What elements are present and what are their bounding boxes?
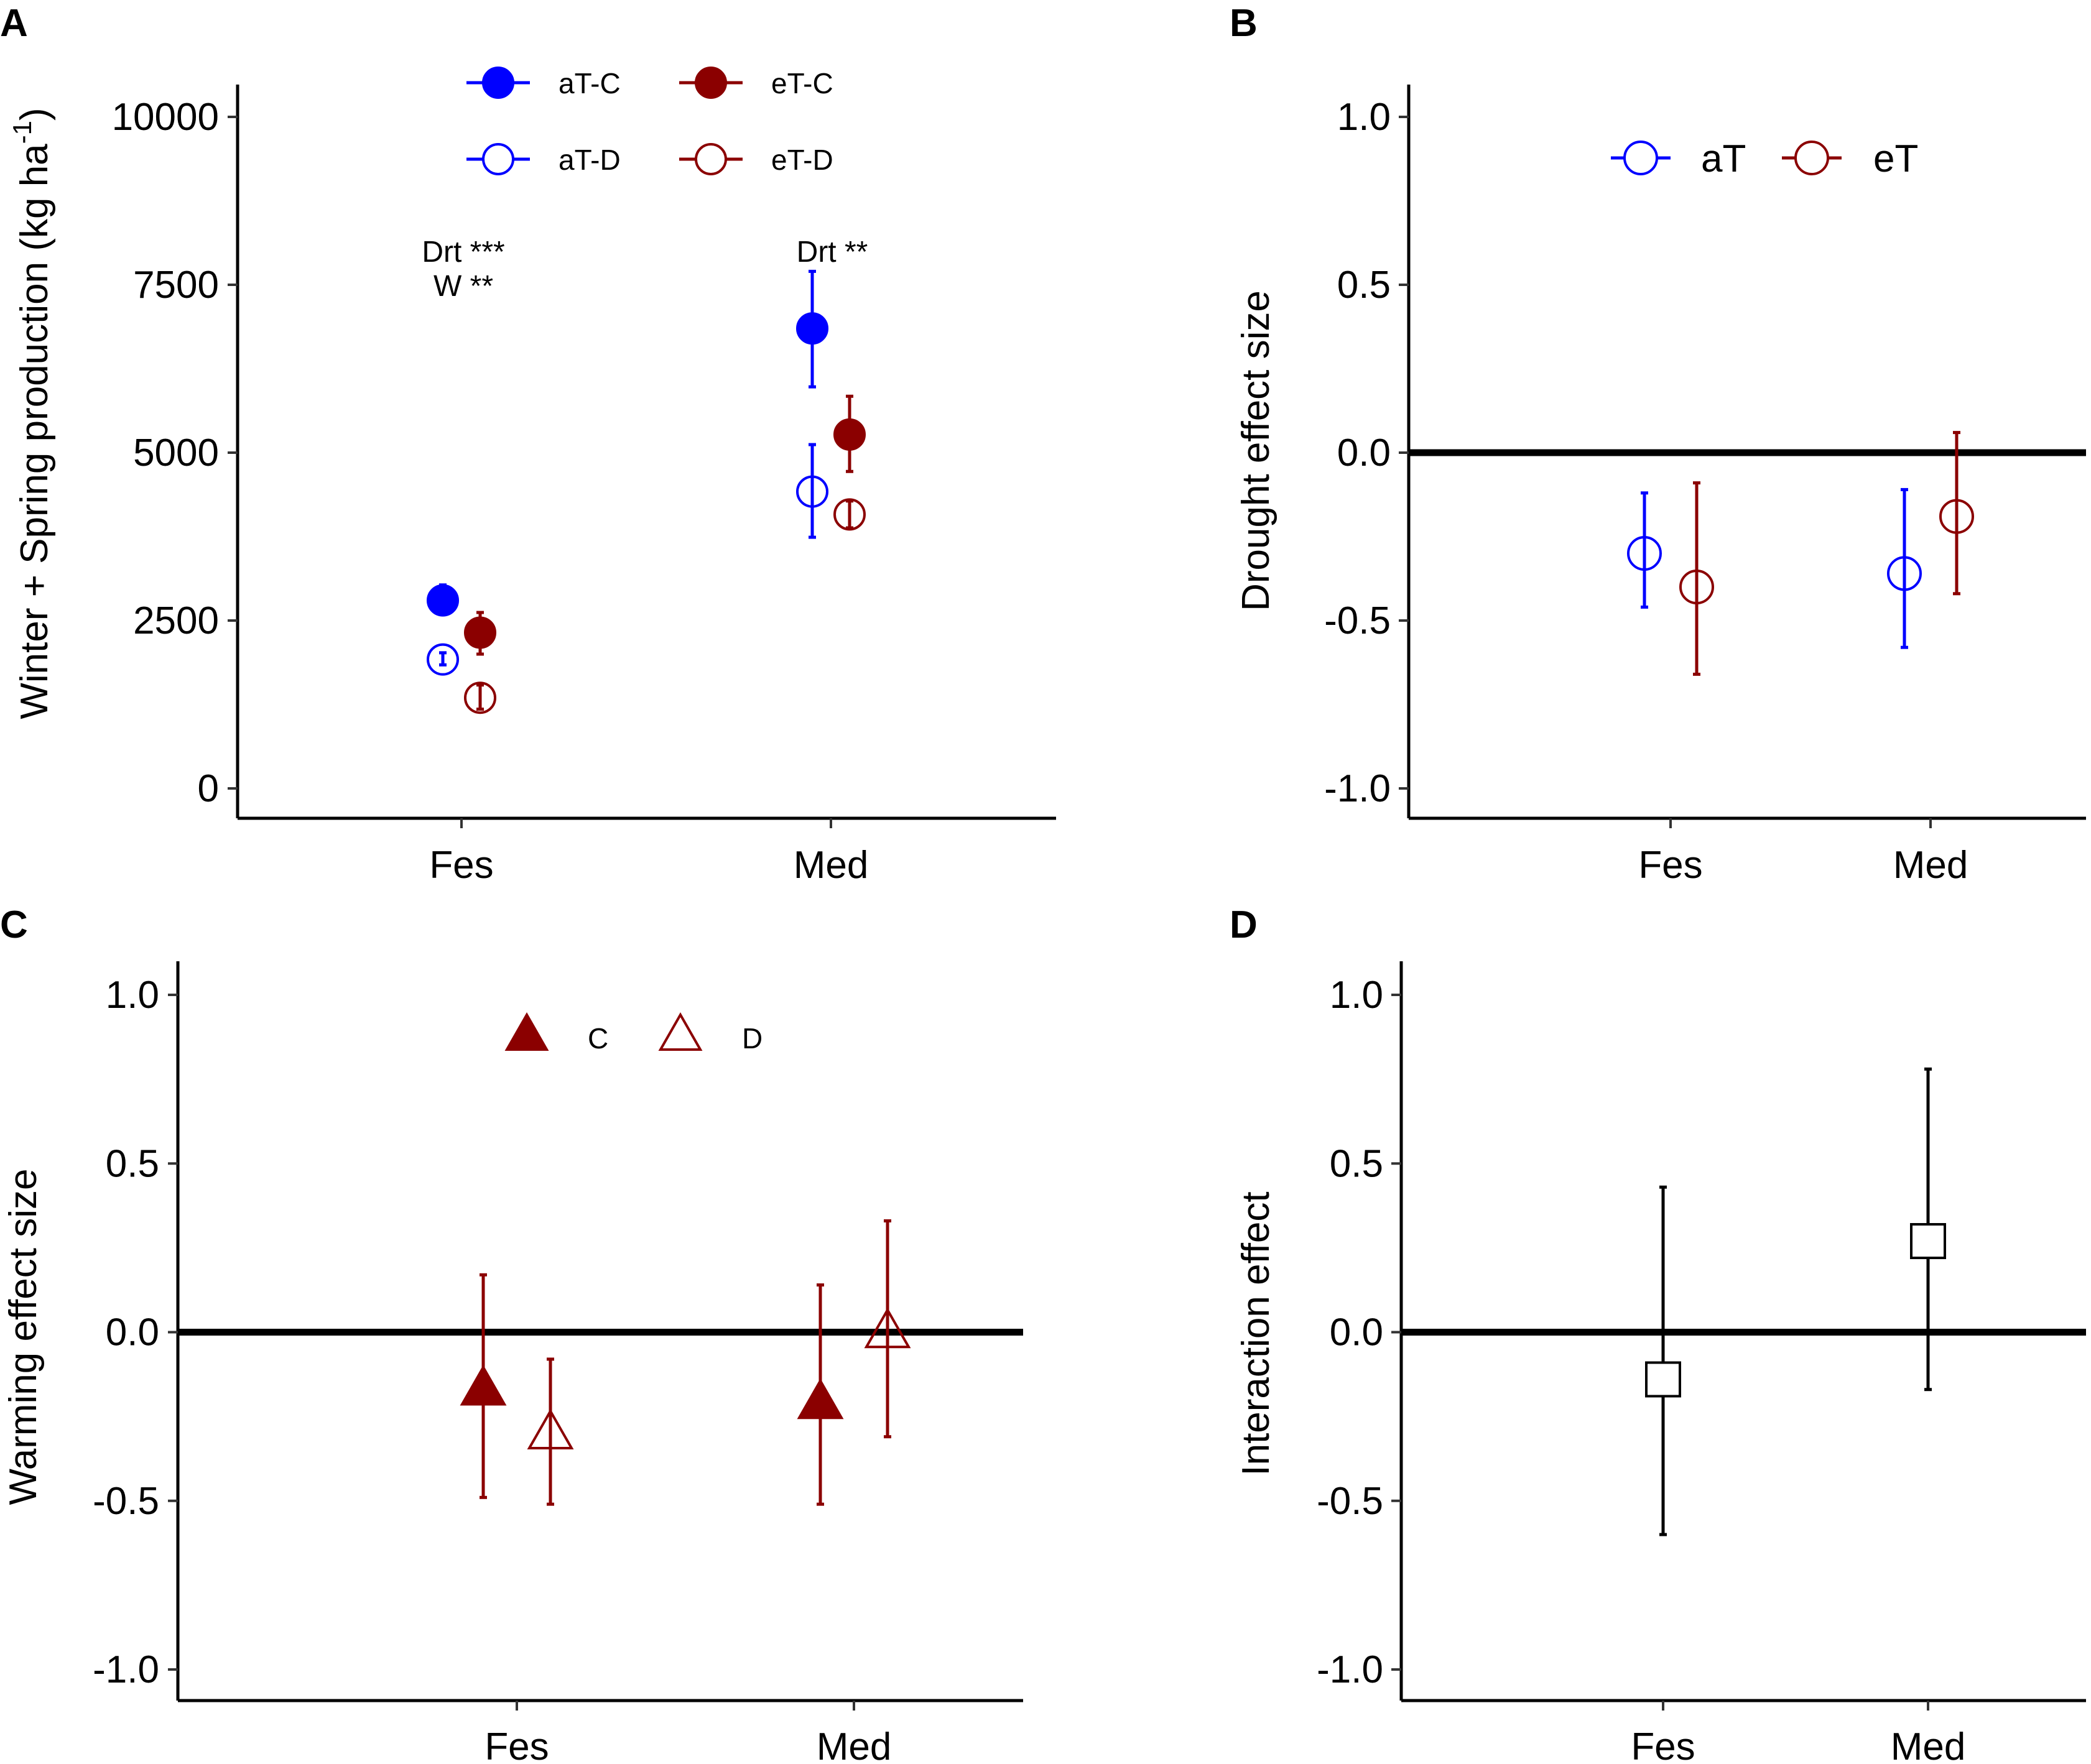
data-point-at-fes [1627,536,1662,571]
panel-a: A 0 2500 5000 7500 10000 Fes Med aT-C eT-C aT-… [0,2,1056,887]
y-tick-label: 7500 [133,264,219,307]
legend-entry: eT-C [679,67,833,99]
x-tick-label: Fes [484,1725,549,1764]
panel-letter: D [1230,903,1258,946]
legend-marker [658,1012,703,1051]
x-tick-label: Fes [1638,844,1702,887]
legend-marker [504,1012,549,1051]
y-tick-label: -1.0 [93,1648,159,1691]
data-point-at-d-fes [427,643,459,676]
y-tick-label: 1.0 [106,974,159,1017]
y-axis-title: Drought effect size [1235,290,1277,611]
y-tick-label: 0 [198,767,219,810]
legend-marker [695,67,727,99]
data-point-at-c-med [796,312,828,345]
y-tick-label: -1.0 [1317,1648,1383,1691]
y-axis-title: Interaction effect [1235,1191,1277,1475]
panel-letter: C [0,903,28,946]
y-tick-label: -0.5 [93,1480,159,1523]
y-tick-label: 0.0 [1337,432,1391,474]
legend-marker [1794,141,1829,175]
y-tick-label: 0.0 [1330,1311,1383,1354]
data-point-et-d-med [833,498,866,531]
legend-entry: aT-D [466,143,621,176]
data-point-at-med [1887,556,1922,591]
y-tick-label: -0.5 [1324,599,1391,642]
x-tick-label: Fes [429,844,493,887]
panel-c: C -1.0 -0.5 0.0 0.5 1.0 Fes Med C D Warming ef… [0,903,1023,1764]
x-tick-label: Med [794,844,869,887]
legend-marker [695,143,727,175]
y-tick-label: -0.5 [1317,1480,1383,1523]
y-tick-label: 10000 [112,96,219,139]
data-point-d-fes [527,1408,574,1450]
legend-label: eT [1873,137,1918,180]
panel-d: D -1.0 -0.5 0.0 0.5 1.0 Fes Med Interaction ef… [1230,903,2086,1764]
legend-label: C [588,1022,608,1055]
panel-letter: A [0,2,28,45]
annotation-med-drought: Drt ** [797,236,868,269]
y-tick-label: 1.0 [1337,96,1391,139]
y-axis-title: Winter + Spring production (kg ha-1) [7,108,56,719]
legend-label: D [742,1022,763,1055]
data-point-et-c-fes [464,616,496,649]
data-point-c-fes [460,1364,507,1406]
data-point-at-c-fes [427,584,459,617]
x-tick-label: Med [817,1725,892,1764]
legend-marker [1623,141,1658,175]
y-tick-label: 2500 [133,599,219,642]
legend-label: aT [1701,137,1746,180]
panel-letter: B [1230,2,1258,45]
legend-entry: aT-C [466,67,621,99]
y-tick-label: 1.0 [1330,974,1383,1017]
data-point-et-d-fes [464,681,496,714]
data-point-at-d-med [796,475,828,508]
x-tick-label: Fes [1631,1725,1695,1764]
data-point-c-med [797,1378,844,1420]
legend-label: aT-D [559,144,621,176]
data-point-et-fes [1679,570,1714,604]
annotation-fes-warming: W ** [434,270,493,303]
y-tick-label: 0.5 [1330,1142,1383,1185]
x-tick-label: Med [1891,1725,1966,1764]
y-tick-label: 0.5 [1337,264,1391,307]
x-tick-label: Med [1893,844,1968,887]
legend-label: eT-C [771,67,833,99]
legend-marker [482,143,514,175]
y-tick-label: 0.0 [106,1311,159,1354]
legend-entry: eT-D [679,143,833,176]
data-point-et-med [1939,499,1974,534]
panel-b: B -1.0 -0.5 0.0 0.5 1.0 Fes Med aT eT Drought … [1230,2,2086,887]
legend-marker [482,67,514,99]
legend-label: aT-C [559,67,621,99]
legend-entry: eT [1782,137,1918,180]
y-tick-label: 0.5 [106,1142,159,1185]
data-point-et-c-med [833,418,866,451]
y-tick-label: -1.0 [1324,767,1391,810]
legend-entry: D [658,1012,763,1055]
data-point-interaction-fes [1645,1361,1681,1398]
data-point-d-med [864,1307,911,1349]
legend-entry: aT [1611,137,1746,180]
data-point-interaction-med [1910,1223,1946,1260]
legend-label: eT-D [771,144,833,176]
y-tick-label: 5000 [133,432,219,474]
legend-entry: C [504,1012,608,1055]
y-axis-title: Warming effect size [2,1169,45,1505]
annotation-fes-drought: Drt *** [422,236,504,269]
